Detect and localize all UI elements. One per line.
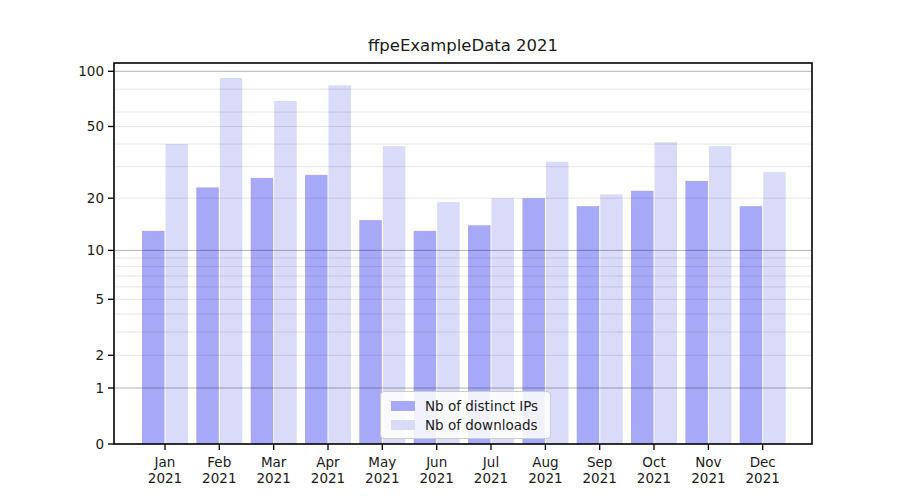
x-tick-label-year-nov: 2021 (691, 470, 725, 486)
y-tick-label-1: 1 (95, 380, 104, 396)
bar-downloads-oct (655, 142, 678, 444)
legend-swatch-downloads (391, 420, 415, 430)
legend-item-distinct-ips: Nb of distinct IPs (391, 398, 538, 413)
x-tick-label-year-aug: 2021 (528, 470, 562, 486)
y-tick-label-5: 5 (95, 291, 104, 307)
bars-layer (142, 78, 786, 444)
x-tick-label-year-sep: 2021 (583, 470, 617, 486)
y-tick-label-100: 100 (78, 63, 104, 79)
x-tick-label-year-oct: 2021 (637, 470, 671, 486)
x-tick-label-month-apr: Apr (316, 454, 340, 470)
figure: 0125102050100Jan2021Feb2021Mar2021Apr202… (0, 0, 900, 500)
bar-distinct-ips-dec (740, 206, 763, 444)
x-tick-label-month-dec: Dec (750, 454, 776, 470)
x-tick-label-month-jul: Jul (482, 454, 499, 470)
y-tick-label-10: 10 (87, 242, 104, 258)
bar-distinct-ips-oct (631, 191, 654, 444)
x-tick-label-year-feb: 2021 (202, 470, 236, 486)
bar-downloads-dec (763, 172, 786, 444)
chart-title: ffpeExampleData 2021 (368, 36, 558, 55)
y-tick-label-2: 2 (95, 347, 104, 363)
legend-swatch-distinct-ips (391, 401, 415, 411)
x-tick-label-month-nov: Nov (695, 454, 721, 470)
x-tick-label-month-may: May (368, 454, 396, 470)
x-tick-label-month-jan: Jan (154, 454, 176, 470)
legend-label-distinct-ips: Nb of distinct IPs (425, 398, 538, 414)
y-tick-label-50: 50 (87, 118, 104, 134)
bar-distinct-ips-feb (196, 187, 219, 444)
bar-downloads-jan (166, 144, 189, 444)
bar-distinct-ips-jan (142, 231, 165, 444)
x-tick-label-year-may: 2021 (365, 470, 399, 486)
bar-downloads-sep (600, 194, 623, 444)
x-tick-label-month-oct: Oct (642, 454, 665, 470)
x-tick-label-year-jun: 2021 (420, 470, 454, 486)
y-tick-label-0: 0 (95, 436, 104, 452)
bar-distinct-ips-sep (577, 206, 600, 444)
x-tick-label-month-sep: Sep (587, 454, 612, 470)
x-tick-label-month-feb: Feb (207, 454, 231, 470)
y-tick-label-20: 20 (87, 190, 104, 206)
bar-distinct-ips-apr (305, 175, 328, 444)
x-tick-label-month-aug: Aug (532, 454, 558, 470)
legend-label-downloads: Nb of downloads (425, 417, 538, 433)
x-tick-label-year-mar: 2021 (257, 470, 291, 486)
x-tick-label-year-dec: 2021 (746, 470, 780, 486)
bar-downloads-nov (709, 146, 732, 444)
legend-item-downloads: Nb of downloads (391, 417, 538, 432)
bar-downloads-mar (274, 101, 297, 444)
x-tick-label-month-jun: Jun (425, 454, 447, 470)
bar-downloads-apr (329, 85, 352, 444)
bar-downloads-feb (220, 78, 243, 444)
x-tick-label-month-mar: Mar (261, 454, 287, 470)
x-tick-label-year-jan: 2021 (148, 470, 182, 486)
x-tick-label-year-apr: 2021 (311, 470, 345, 486)
bar-distinct-ips-nov (685, 181, 708, 444)
legend: Nb of distinct IPs Nb of downloads (380, 391, 551, 439)
bar-distinct-ips-mar (251, 178, 274, 444)
x-tick-label-year-jul: 2021 (474, 470, 508, 486)
